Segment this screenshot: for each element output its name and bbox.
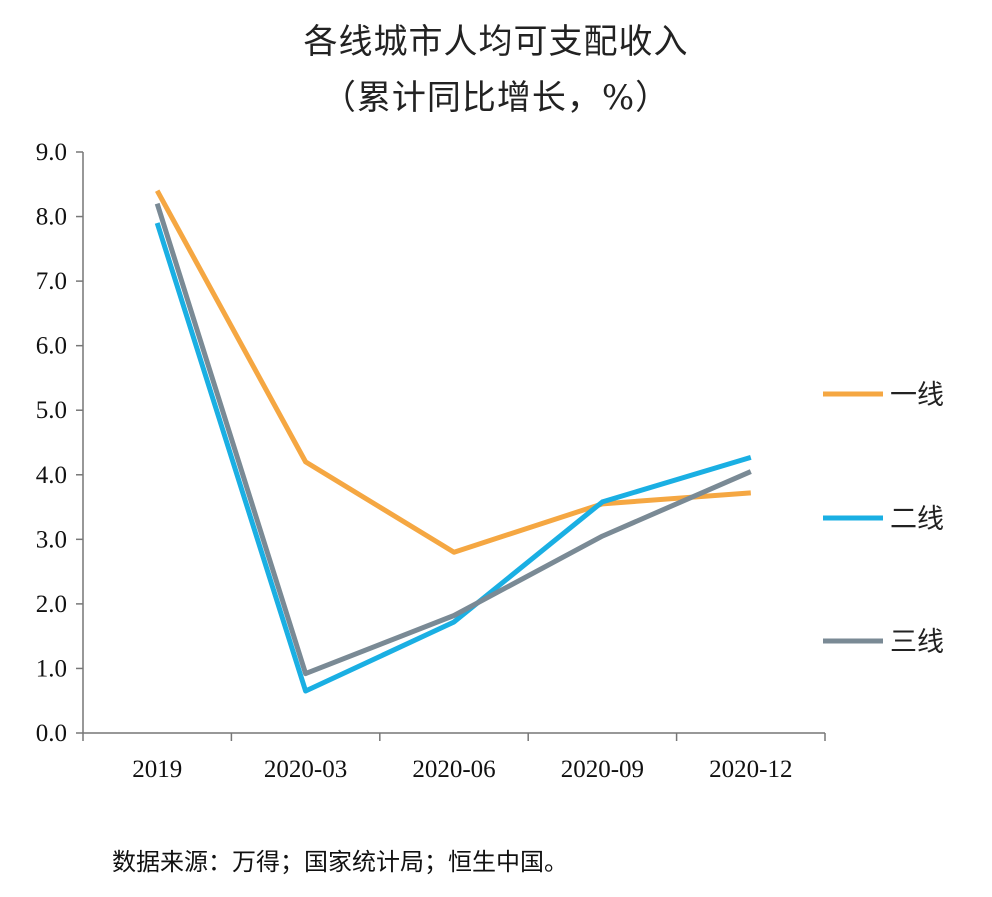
chart-subtitle: （累计同比增长，%）: [321, 78, 671, 118]
axes: 0.0 1.0 2.0 3.0 4.0 5.0 6.0 7.0 8.0 9.0 2019 2020-0…: [36, 139, 826, 783]
x-tick-label: 2020-06: [412, 756, 495, 783]
series-line-1: [155, 189, 751, 555]
y-tick-label: 6.0: [36, 333, 67, 360]
x-tick-label: 2020-09: [561, 756, 644, 783]
legend-label-1: 一线: [890, 380, 944, 411]
y-tick-label: 1.0: [36, 655, 67, 682]
y-tick-label: 2.0: [36, 591, 67, 618]
series-lines: [154, 189, 752, 694]
legend-label-3: 三线: [890, 627, 944, 658]
y-tick-label: 7.0: [36, 268, 67, 295]
source-note: 数据来源：万得；国家统计局；恒生中国。: [112, 848, 568, 876]
series-line-3: [154, 202, 752, 677]
y-tick-label: 0.0: [36, 720, 67, 747]
chart-title: 各线城市人均可支配收入: [303, 22, 689, 62]
legend-label-2: 二线: [890, 504, 944, 535]
y-tick-label: 5.0: [36, 397, 67, 424]
series-line-2: [154, 222, 752, 694]
y-tick-label: 3.0: [36, 526, 67, 553]
y-tick-label: 4.0: [36, 462, 67, 489]
x-tick-label: 2019: [132, 756, 182, 783]
y-tick-label: 8.0: [36, 204, 67, 231]
x-tick-label: 2020-12: [709, 756, 792, 783]
y-tick-label: 9.0: [36, 139, 67, 166]
x-tick-label: 2020-03: [264, 756, 347, 783]
